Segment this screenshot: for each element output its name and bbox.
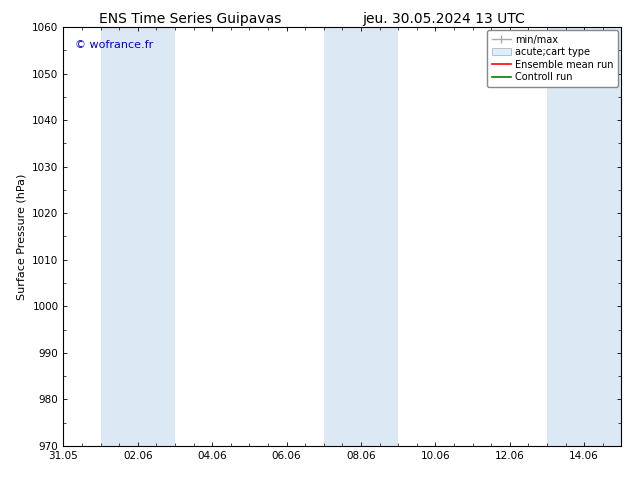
- Text: © wofrance.fr: © wofrance.fr: [75, 40, 153, 49]
- Bar: [324, 27, 398, 446]
- Text: jeu. 30.05.2024 13 UTC: jeu. 30.05.2024 13 UTC: [363, 12, 525, 26]
- Bar: [547, 27, 621, 446]
- Legend: min/max, acute;cart type, Ensemble mean run, Controll run: min/max, acute;cart type, Ensemble mean …: [487, 30, 618, 87]
- Y-axis label: Surface Pressure (hPa): Surface Pressure (hPa): [16, 173, 27, 299]
- Bar: [101, 27, 175, 446]
- Text: ENS Time Series Guipavas: ENS Time Series Guipavas: [99, 12, 281, 26]
